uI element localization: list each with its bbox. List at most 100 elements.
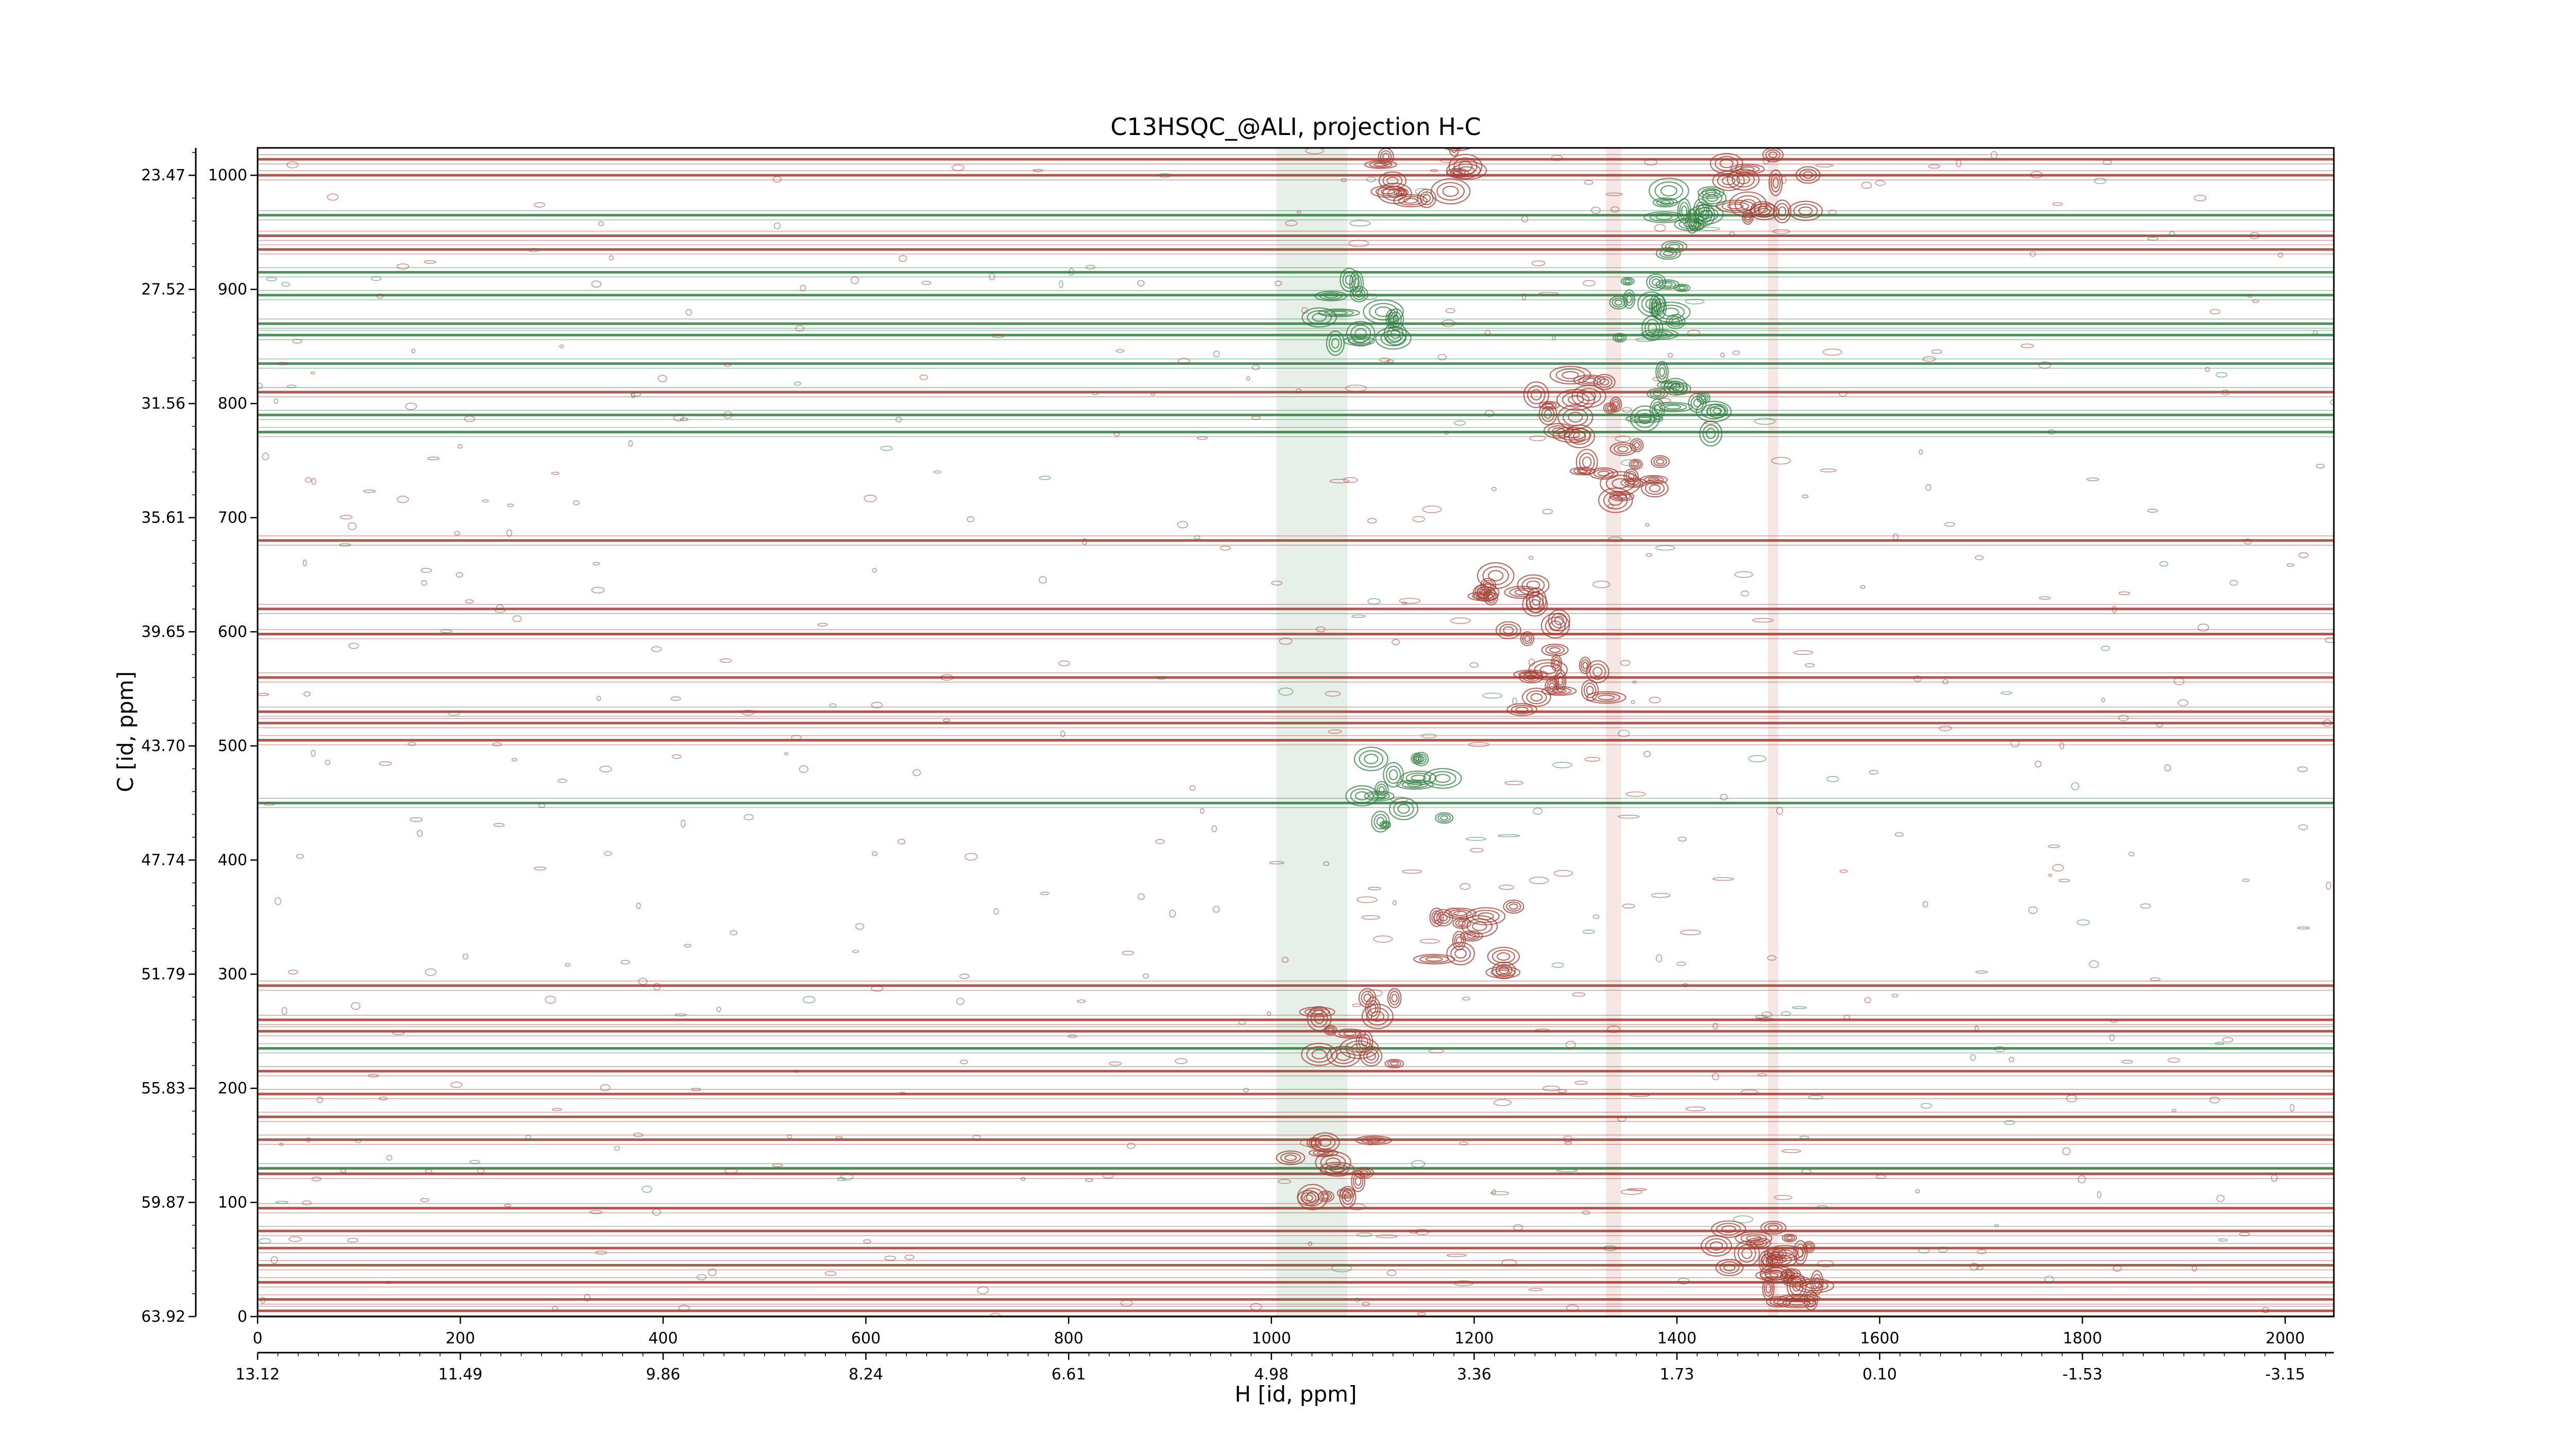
peak-cluster (1345, 747, 1462, 833)
x-ppm-tick-label: 0.10 (1862, 1366, 1897, 1384)
streak-band (258, 1169, 2334, 1179)
x-index-tick-label: 1200 (1454, 1329, 1494, 1347)
streak-band (258, 798, 2334, 808)
peak-cluster (1569, 438, 1670, 513)
x-index-tick-label: 400 (648, 1329, 677, 1347)
x-index-tick-label: 200 (446, 1329, 475, 1347)
streak-band (258, 387, 2334, 397)
streak-band (258, 718, 2334, 729)
x-ppm-tick-label: 13.12 (235, 1366, 280, 1384)
x-index-tick-label: 800 (1054, 1329, 1083, 1347)
y-ppm-tick-label: 31.56 (141, 395, 185, 413)
y-ppm-tick-label: 59.87 (141, 1194, 185, 1212)
x-index-tick-label: 1800 (2063, 1329, 2102, 1347)
streak-band (258, 735, 2334, 746)
streak-band (258, 1043, 2334, 1054)
peak-cluster (1506, 644, 1626, 716)
streak-band (258, 267, 2334, 278)
x-ppm-tick-label: 4.98 (1254, 1366, 1289, 1384)
y-ppm-tick-label: 63.92 (141, 1308, 185, 1326)
x-index-tick-label: 1600 (1860, 1329, 1899, 1347)
y-ppm-tick-label: 27.52 (141, 281, 185, 299)
streak-band (258, 1026, 2334, 1037)
x-axis-label: H [id, ppm] (1235, 1381, 1357, 1407)
streak-band (258, 629, 2334, 639)
y-index-tick-label: 500 (218, 737, 247, 755)
streak-band (258, 1294, 2334, 1305)
streak-band (258, 980, 2334, 991)
streak-band (258, 318, 2334, 329)
y-ppm-axis: 23.47 27.52 31.56 35.61 39.65 43.70 47.74 51.79… (141, 148, 197, 1326)
y-index-tick-label: 600 (218, 623, 247, 641)
streak-band (258, 706, 2334, 717)
x-index-tick-label: 0 (252, 1329, 262, 1347)
streak-band (258, 672, 2334, 683)
streak-band (258, 330, 2334, 341)
y-ppm-tick-label: 55.83 (141, 1080, 185, 1098)
streak-band (258, 1243, 2334, 1253)
x-ppm-tick-label: 9.86 (646, 1366, 681, 1384)
x-index-tick-label: 1400 (1657, 1329, 1697, 1347)
streak-band (258, 244, 2334, 255)
streak-band (258, 1111, 2334, 1122)
peak-cluster (1625, 361, 1732, 447)
x-ppm-tick-label: 11.49 (438, 1366, 483, 1384)
peak-cluster (1523, 365, 1622, 448)
y-index-tick-label: 200 (218, 1080, 247, 1098)
streak-band (258, 1277, 2334, 1288)
peak-cluster (1276, 1132, 1393, 1210)
plot-frame (257, 147, 2335, 1318)
x-ppm-tick-label: 3.36 (1457, 1366, 1492, 1384)
streak-band (258, 230, 2334, 241)
y-index-tick-label: 900 (218, 281, 247, 299)
streak-band (258, 1260, 2334, 1271)
chart-title: C13HSQC_@ALI, projection H-C (1110, 113, 1481, 141)
y-ppm-tick-label: 35.61 (141, 509, 185, 527)
peak-cluster (1759, 1240, 1835, 1310)
vertical-ridge (1276, 148, 1348, 1317)
y-index-tick-label: 0 (238, 1308, 247, 1326)
streak-band (258, 1089, 2334, 1099)
streak-band (258, 1203, 2334, 1214)
x-index-axis: 0 200 400 600 800 1000 1200 1400 1600 1800 2000 (252, 1317, 2305, 1347)
peak-cluster (1413, 899, 1524, 980)
streak-band (258, 290, 2334, 300)
x-index-tick-label: 600 (851, 1329, 880, 1347)
y-ppm-tick-label: 23.47 (141, 166, 185, 184)
streak-band (258, 603, 2334, 614)
x-ppm-tick-label: 8.24 (849, 1366, 883, 1384)
y-ppm-tick-label: 43.70 (141, 737, 185, 755)
y-index-tick-label: 800 (218, 395, 247, 413)
streak-band (258, 427, 2334, 437)
streak-band (258, 210, 2334, 221)
streak-band (258, 1066, 2334, 1076)
streak-band (258, 1306, 2334, 1316)
x-index-tick-label: 2000 (2265, 1329, 2304, 1347)
streak-band (258, 170, 2334, 180)
streak-band (258, 535, 2334, 546)
x-ppm-tick-label: 1.73 (1659, 1366, 1694, 1384)
vertical-ridge (1768, 148, 1778, 1317)
peak-cluster (1709, 148, 1823, 225)
contour-plot-area (258, 148, 2334, 1317)
peak-cluster (1609, 273, 1691, 343)
streak-band (258, 1226, 2334, 1236)
x-index-tick-label: 1000 (1252, 1329, 1291, 1347)
noise-contours (258, 148, 2334, 1317)
peak-cluster (1701, 1220, 1804, 1301)
y-index-tick-label: 100 (218, 1194, 247, 1212)
x-ppm-tick-label: -3.15 (2265, 1366, 2306, 1384)
y-index-tick-label: 700 (218, 509, 247, 527)
streak-band (258, 154, 2334, 164)
y-ppm-tick-label: 51.79 (141, 966, 185, 984)
streak-band (258, 1015, 2334, 1025)
y-index-tick-label: 300 (218, 966, 247, 984)
peak-cluster (1364, 148, 1487, 208)
y-axis-label: C [id, ppm] (113, 671, 138, 793)
peak-cluster (1643, 177, 1727, 260)
y-index-tick-label: 1000 (208, 166, 247, 184)
peak-cluster (1467, 562, 1570, 646)
streak-band (258, 410, 2334, 420)
